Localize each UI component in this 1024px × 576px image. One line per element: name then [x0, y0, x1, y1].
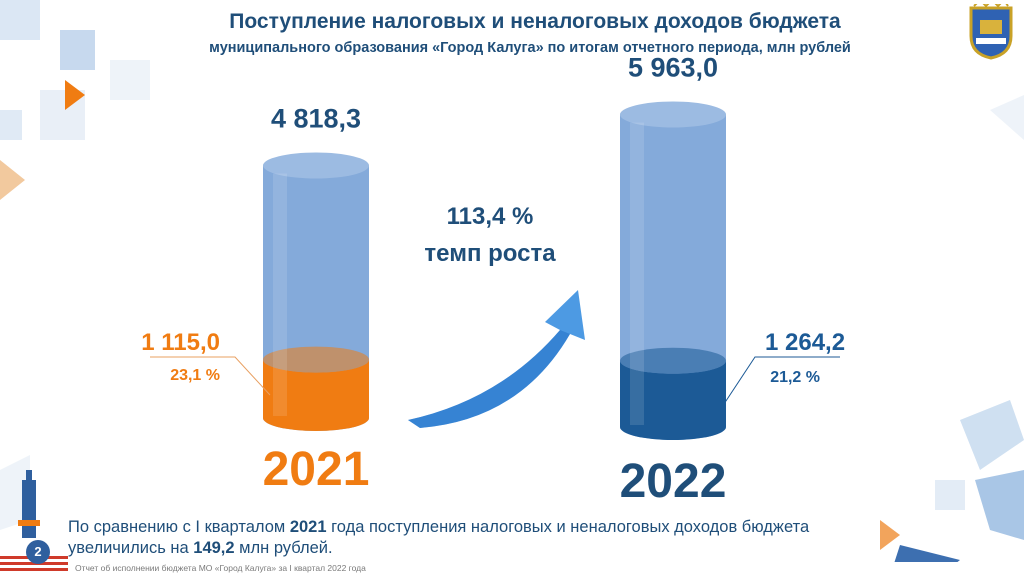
summary-part-2: года поступления налоговых и неналоговых… [68, 518, 810, 557]
bar-highlight-2022 [630, 122, 644, 425]
part-percent-label-2021: 23,1 % [170, 367, 220, 384]
leader-line-2021 [150, 356, 271, 396]
year-label-2021: 2021 [263, 443, 370, 496]
growth-arrow [408, 290, 585, 428]
summary-part-3: млн рублей. [234, 539, 333, 557]
bar-highlight-2021 [273, 173, 287, 416]
year-label-2022: 2022 [620, 455, 727, 508]
footer-note: Отчет об исполнении бюджета МО «Город Ка… [75, 563, 366, 573]
part-label-2022: 1 264,2 [765, 329, 845, 356]
part-bar-2021 [263, 359, 369, 431]
kaluga-coat-of-arms-icon [969, 4, 1013, 60]
summary-part-1: По сравнению с I кварталом [68, 518, 290, 536]
total-label-2021: 4 818,3 [271, 104, 361, 134]
total-label-2022: 5 963,0 [628, 53, 718, 83]
part-bar-2022 [620, 360, 726, 440]
chart-title: Поступление налоговых и неналоговых дохо… [229, 10, 841, 33]
growth-rate-value: 113,4 % [446, 203, 534, 230]
growth-rate-label: темп роста [424, 240, 556, 267]
summary-text: По сравнению с I кварталом 2021 года пос… [68, 517, 868, 559]
part-percent-label-2022: 21,2 % [770, 369, 820, 386]
part-bar-top-2021 [263, 346, 369, 373]
total-bar-top-2021 [263, 152, 369, 179]
chart-subtitle: муниципального образования «Город Калуга… [209, 40, 851, 56]
summary-year: 2021 [289, 518, 327, 536]
leader-line-2022 [719, 356, 840, 411]
summary-amount: 149,2 [193, 539, 235, 557]
page-number-badge: 2 [26, 540, 50, 564]
part-label-2021: 1 115,0 [141, 329, 220, 356]
part-bar-top-2022 [620, 347, 726, 374]
total-bar-top-2022 [620, 101, 726, 128]
growth-arrow-shade [408, 330, 570, 428]
